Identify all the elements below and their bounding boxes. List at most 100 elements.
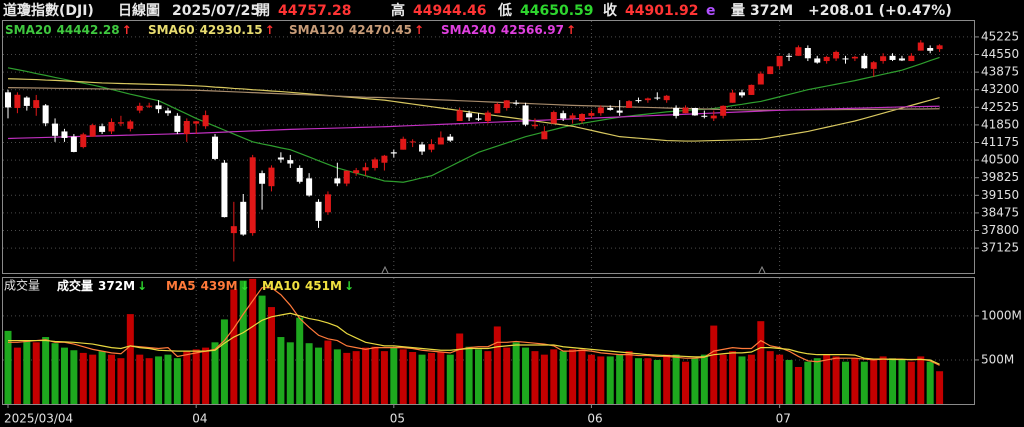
header-period: 日線圖 — [118, 2, 160, 19]
candle-body — [381, 155, 388, 163]
legend-trend: ↓ — [137, 279, 147, 293]
volume-bar — [578, 349, 586, 404]
volume-average-line — [8, 312, 940, 365]
volume-bar — [324, 340, 332, 404]
candle-body — [588, 113, 595, 116]
candle-body — [108, 121, 115, 132]
legend-item: 成交量 372M ↓ — [57, 278, 147, 293]
candle-body — [230, 226, 237, 234]
y-tick-label: 45225 — [981, 29, 1019, 43]
candle-body — [880, 56, 887, 62]
volume-bar — [719, 354, 727, 404]
volume-bar — [644, 358, 652, 404]
volume-bar — [305, 343, 313, 404]
candle-body — [193, 121, 200, 124]
candle-body — [174, 115, 181, 132]
volume-bar — [343, 352, 351, 404]
volume-bar — [164, 354, 172, 404]
candle-body — [183, 120, 190, 135]
candle-body — [23, 97, 30, 106]
candle-body — [221, 162, 228, 218]
candle-body — [560, 113, 567, 119]
header-volume-label: 量 — [731, 3, 745, 19]
candle-body — [898, 58, 905, 61]
quote-value: 44757.28 — [278, 3, 352, 19]
candle-body — [663, 95, 670, 101]
legend-trend: ↑ — [265, 23, 275, 37]
moving-average-line — [7, 78, 940, 142]
volume-bar — [616, 354, 624, 404]
candle-body — [936, 45, 943, 50]
volume-bar — [79, 352, 87, 404]
candle-body — [748, 84, 755, 95]
volume-bar — [653, 359, 661, 404]
candle-body — [343, 170, 350, 184]
candle-body — [277, 157, 284, 160]
legend-item: SMA240 42566.97 ↑ — [441, 23, 576, 37]
volume-bar — [277, 337, 285, 404]
candle-body — [117, 122, 124, 124]
x-tick-label: 04 — [192, 412, 207, 426]
y-tick-label: 41175 — [981, 135, 1019, 149]
legend-value: 42930.15 — [200, 23, 263, 37]
x-tick-label: 05 — [390, 412, 405, 426]
volume-bar — [155, 356, 163, 404]
candle-body — [597, 107, 604, 114]
legend-name: SMA60 — [148, 23, 195, 37]
legend-name: SMA20 — [5, 23, 52, 37]
volume-bar — [249, 278, 257, 404]
volume-bar — [484, 351, 492, 404]
candle-body — [833, 51, 840, 59]
candle-body — [390, 152, 397, 154]
volume-bar — [606, 356, 614, 404]
candle-body — [729, 92, 736, 103]
volume-bar — [117, 358, 125, 404]
y-tick-label: 41850 — [981, 117, 1019, 131]
candle-body — [701, 115, 708, 117]
candle-body — [89, 125, 96, 137]
volume-bar — [437, 352, 445, 404]
candle-body — [738, 92, 745, 96]
volume-bar — [258, 295, 266, 404]
x-tick-label: 2025/03/04 — [4, 412, 73, 426]
candle-body — [371, 159, 378, 168]
candle-body — [146, 105, 153, 107]
volume-bar — [634, 358, 642, 404]
volume-bar — [465, 346, 473, 404]
volume-bar — [841, 361, 849, 404]
volume-bar — [776, 354, 784, 404]
volume-bar — [889, 358, 897, 404]
volume-bar — [512, 342, 520, 404]
volume-bar — [446, 354, 454, 404]
legend-trend: ↓ — [344, 279, 354, 293]
candle-body — [5, 92, 11, 108]
candle-body — [673, 107, 680, 116]
candle-body — [52, 123, 59, 136]
y-tick-label: 500M — [981, 352, 1014, 366]
volume-bar — [333, 349, 341, 404]
quote-label: 開 — [256, 3, 270, 19]
candle-body — [522, 105, 529, 125]
candle-body — [466, 113, 473, 118]
candle-body — [155, 105, 162, 110]
volume-bar — [794, 366, 802, 404]
marker — [758, 265, 766, 274]
candle-body — [616, 110, 623, 113]
legend-item: MA5 439M ↓ — [166, 279, 250, 293]
candle-body — [249, 157, 256, 234]
candle-body — [691, 107, 698, 116]
volume-bar — [559, 351, 567, 404]
candle-body — [654, 97, 661, 99]
candle-body — [268, 167, 275, 187]
candle-body — [61, 131, 68, 138]
volume-bar — [371, 346, 379, 404]
y-tick-label: 37125 — [981, 241, 1019, 255]
volume-bar — [851, 358, 859, 404]
candle-body — [428, 144, 435, 150]
legend-name: SMA120 — [289, 23, 344, 37]
candle-body — [682, 107, 689, 114]
volume-bar — [352, 351, 360, 404]
header-date: 2025/07/25 — [172, 3, 260, 19]
volume-bar — [907, 361, 915, 404]
